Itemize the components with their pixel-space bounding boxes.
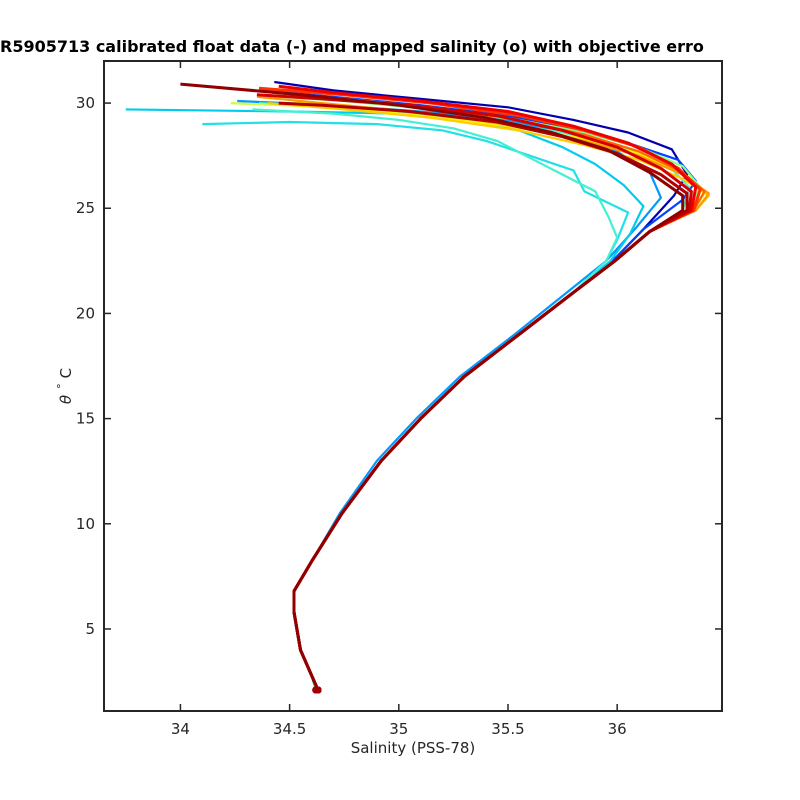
x-tick-label: 36 [608, 720, 627, 738]
x-tick-label: 34 [171, 720, 190, 738]
x-tick-label: 35 [389, 720, 408, 738]
y-tick-label: 15 [76, 410, 95, 428]
y-axis-label-degree: ° [55, 383, 68, 389]
x-axis-label: Salinity (PSS-78) [351, 739, 476, 757]
x-tick-label: 34.5 [273, 720, 306, 738]
y-axis-label: θ ° C [55, 368, 75, 404]
x-tick-label: 35.5 [491, 720, 524, 738]
y-tick-label: 10 [76, 515, 95, 533]
chart-title: R5905713 calibrated float data (-) and m… [0, 37, 704, 56]
y-tick-label: 5 [85, 620, 95, 638]
y-axis-label-unit: C [57, 368, 75, 378]
axis-ticks: 34 34.5 35 35.5 36 5 10 15 20 25 30 [76, 61, 722, 738]
y-tick-label: 25 [76, 199, 95, 217]
plot-frame [103, 60, 723, 712]
deep-water-markers [312, 686, 322, 694]
profile-lines [125, 80, 711, 691]
profile-line [180, 82, 685, 691]
y-tick-label: 30 [76, 94, 95, 112]
y-axis-label-symbol: θ [57, 395, 75, 404]
deep-water-marker [314, 686, 322, 694]
y-tick-label: 20 [76, 304, 95, 322]
